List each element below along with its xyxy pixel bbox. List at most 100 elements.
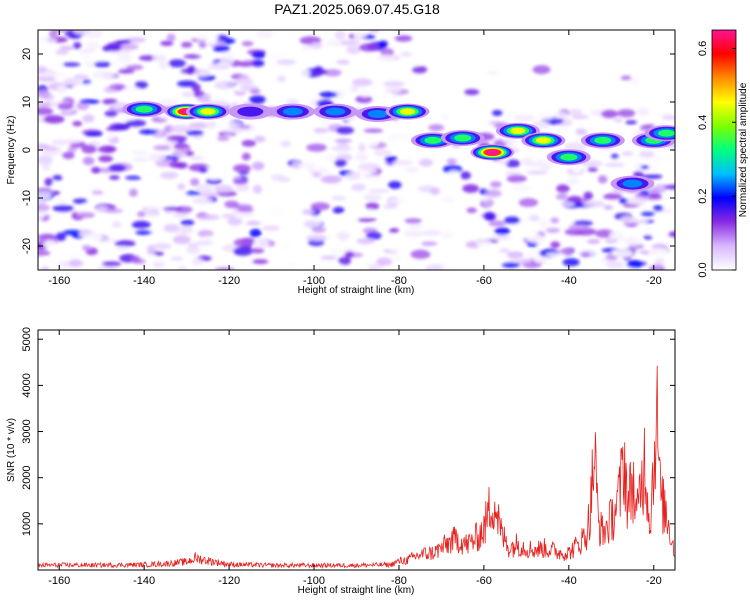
spectrogram-cell bbox=[344, 251, 355, 258]
spectrogram-cell bbox=[320, 120, 330, 128]
spectrogram-cell bbox=[404, 218, 422, 224]
spectrogram-cell bbox=[567, 195, 582, 203]
spectrogram-cell bbox=[155, 130, 169, 138]
spectrogram-cell bbox=[462, 184, 480, 193]
spectrogram-cell bbox=[179, 225, 193, 235]
spectrogram-cell bbox=[571, 165, 582, 173]
spectrogram-cell bbox=[528, 214, 540, 222]
spectrogram-cell bbox=[44, 177, 54, 187]
spectrogram-cell bbox=[245, 220, 261, 226]
spectrogram-cell bbox=[648, 186, 666, 194]
spectrogram-cell bbox=[62, 62, 81, 67]
spectrogram-cell bbox=[91, 190, 104, 195]
spectrogram-cell bbox=[222, 213, 237, 219]
spectrogram-cell bbox=[620, 215, 635, 225]
spectrogram-cell bbox=[188, 122, 209, 129]
spectrogram-cell bbox=[363, 128, 384, 133]
spectrogram-cell bbox=[152, 261, 165, 268]
spectrogram-cell bbox=[355, 153, 368, 162]
spectrogram-cell bbox=[166, 135, 188, 142]
spectrogram-cell bbox=[545, 227, 561, 234]
spectrogram-cell bbox=[162, 206, 183, 211]
spectrogram-cell bbox=[384, 87, 402, 94]
spectrogram-cell bbox=[239, 124, 251, 130]
spectrogram-cell bbox=[355, 95, 373, 104]
spectrogram-cell bbox=[170, 256, 183, 261]
spectrogram-y-tick-label: 20 bbox=[21, 48, 33, 60]
spectrogram-ridge-point bbox=[510, 127, 526, 134]
spectrogram-cell bbox=[197, 214, 220, 221]
spectrogram-cell bbox=[197, 95, 211, 103]
spectrogram-cell bbox=[131, 157, 150, 162]
spectrogram-cell bbox=[212, 45, 230, 52]
spectrogram-cell bbox=[489, 181, 502, 188]
spectrogram-cell bbox=[329, 248, 349, 257]
spectrogram-cell bbox=[108, 164, 127, 172]
spectrogram-cell bbox=[581, 160, 603, 167]
figure-title: PAZ1.2025.069.07.45.G18 bbox=[274, 1, 440, 17]
spectrogram-cell bbox=[352, 78, 373, 87]
spectrogram-cell bbox=[169, 124, 192, 134]
spectrogram-cell bbox=[117, 68, 135, 74]
spectrogram-cell bbox=[197, 191, 219, 198]
spectrogram-cell bbox=[364, 138, 379, 148]
spectrogram-y-tick-label: 0 bbox=[21, 147, 33, 153]
spectrogram-cell bbox=[233, 178, 249, 185]
spectrogram-cell bbox=[498, 158, 509, 166]
spectrogram-cell bbox=[76, 212, 95, 219]
spectrogram-cell bbox=[214, 80, 236, 90]
colorbar-tick-label: 0.2 bbox=[697, 189, 709, 204]
spectrogram-cell bbox=[422, 229, 442, 237]
spectrogram-cell bbox=[526, 170, 548, 175]
spectrogram-cell bbox=[173, 142, 189, 150]
spectrogram-cell bbox=[93, 61, 111, 68]
spectrogram-cell bbox=[494, 227, 510, 236]
spectrogram-cell bbox=[648, 193, 662, 199]
spectrogram-cell bbox=[138, 129, 160, 135]
spectrogram-cell bbox=[233, 246, 253, 256]
spectrogram-cell bbox=[568, 108, 583, 116]
spectrogram-cell bbox=[137, 211, 146, 217]
spectrogram-cell bbox=[285, 99, 300, 106]
spectrogram-cell bbox=[610, 153, 619, 160]
spectrogram-cell bbox=[378, 40, 389, 48]
spectrogram-cell bbox=[334, 159, 348, 167]
spectrogram-cell bbox=[182, 91, 194, 98]
spectrogram-cell bbox=[387, 198, 410, 204]
spectrogram-cell bbox=[276, 59, 297, 65]
spectrogram-cell bbox=[609, 230, 624, 240]
spectrogram-cell bbox=[421, 241, 438, 246]
spectrogram-ridge-point bbox=[658, 129, 675, 137]
spectrogram-cell bbox=[320, 175, 343, 184]
spectrogram-cell bbox=[85, 176, 101, 183]
spectrogram-cell bbox=[578, 124, 597, 130]
spectrogram-cell bbox=[194, 240, 214, 246]
spectrogram-cell bbox=[59, 197, 69, 207]
spectrogram-cell bbox=[233, 164, 251, 173]
spectrogram-cell bbox=[120, 116, 134, 122]
spectrogram-cell bbox=[131, 220, 151, 229]
spectrogram-cell bbox=[195, 184, 214, 193]
spectrogram-cell bbox=[183, 54, 202, 59]
spectrogram-cell bbox=[277, 177, 291, 183]
spectrogram-cell bbox=[190, 178, 200, 186]
spectrogram-cell bbox=[92, 70, 115, 79]
spectrogram-cell bbox=[619, 198, 628, 204]
spectrogram-cell bbox=[160, 40, 174, 46]
spectrogram-cell bbox=[191, 257, 204, 266]
spectrogram-cell bbox=[186, 130, 204, 136]
spectrogram-ridge-point bbox=[399, 108, 416, 115]
spectrogram-cell bbox=[638, 150, 655, 158]
spectrogram-cell bbox=[222, 142, 239, 147]
spectrogram-cell bbox=[484, 189, 502, 198]
spectrogram-cell bbox=[253, 239, 270, 248]
spectrogram-cell bbox=[38, 155, 53, 165]
spectrogram-cell bbox=[109, 31, 126, 39]
spectrogram-cell bbox=[63, 229, 83, 236]
spectrogram-cell bbox=[668, 231, 675, 238]
spectrogram-cell bbox=[191, 83, 201, 93]
spectrogram-cell bbox=[186, 246, 201, 255]
spectrogram-cell bbox=[69, 259, 82, 268]
spectrogram-cell bbox=[180, 219, 195, 226]
spectrogram-cell bbox=[252, 259, 269, 264]
